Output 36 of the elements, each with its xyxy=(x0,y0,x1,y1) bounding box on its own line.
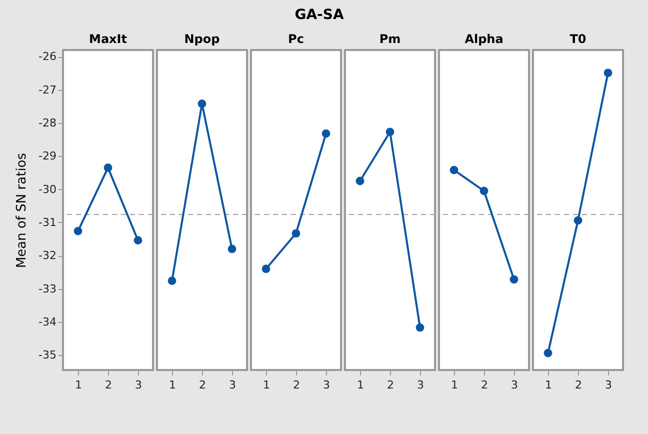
y-tick-label: -29 xyxy=(38,150,56,163)
y-tick-label: -33 xyxy=(38,282,56,296)
x-tick-label: 1 xyxy=(263,378,270,392)
x-tick-label: 1 xyxy=(545,378,552,392)
x-tick-label: 2 xyxy=(481,378,488,392)
x-tick-label: 2 xyxy=(293,378,300,392)
y-tick-label: -31 xyxy=(38,216,56,229)
y-tick-label: -28 xyxy=(38,116,56,130)
x-tick-label: 2 xyxy=(387,378,394,392)
y-tick-label: -32 xyxy=(38,249,56,262)
x-tick-label: 3 xyxy=(135,378,142,392)
x-tick-label: 3 xyxy=(605,378,612,392)
x-tick-label: 1 xyxy=(75,378,82,392)
x-tick-label: 1 xyxy=(357,378,364,392)
x-tick-label: 1 xyxy=(169,378,176,392)
y-tick-label: -26 xyxy=(38,50,56,64)
x-tick-label: 3 xyxy=(511,378,518,392)
y-tick-label: -27 xyxy=(38,83,56,96)
x-tick-label: 2 xyxy=(575,378,582,392)
x-tick-label: 1 xyxy=(451,378,458,392)
chart-title: Pm xyxy=(379,32,401,46)
x-tick-label: 2 xyxy=(199,378,206,392)
y-axis-title: Mean of SN ratios xyxy=(14,152,30,268)
x-tick-label: 3 xyxy=(229,378,236,392)
chart-title: Alpha xyxy=(464,32,504,46)
x-tick-label: 2 xyxy=(105,378,112,392)
text: GA-SA xyxy=(294,7,344,23)
x-tick-label: 3 xyxy=(323,378,330,392)
y-tick-label: -35 xyxy=(38,348,56,362)
y-tick-label: -34 xyxy=(38,315,56,328)
x-tick-label: 3 xyxy=(417,378,424,392)
chart-title: T0 xyxy=(570,32,586,46)
y-tick-label: -30 xyxy=(38,182,56,196)
chart-title: MaxIt xyxy=(89,32,128,46)
chart-title: Npop xyxy=(184,32,220,46)
chart-title: Pc xyxy=(288,32,304,46)
